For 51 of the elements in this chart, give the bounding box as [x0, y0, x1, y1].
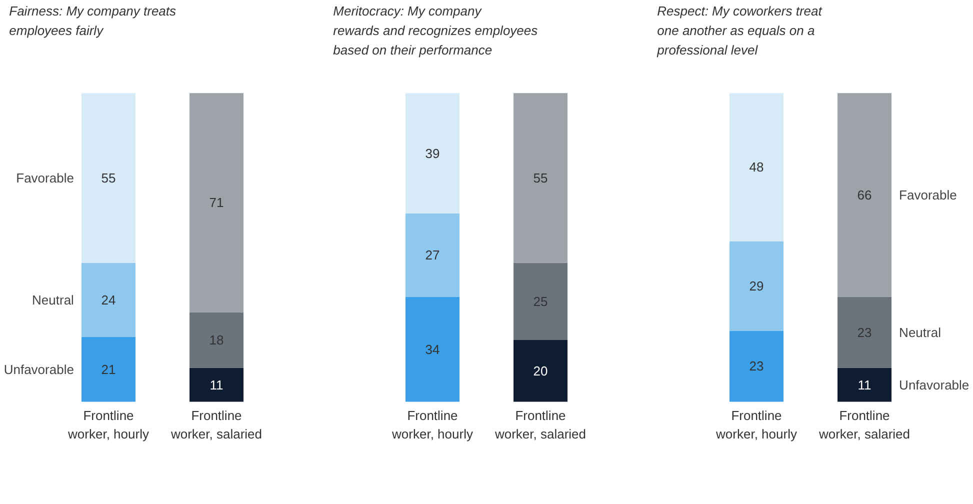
bar: [730, 93, 784, 242]
bar: [838, 93, 892, 297]
chart-title: Respect: My coworkers treat one another as equals on a professional level: [656, 4, 824, 58]
bar: [82, 336, 136, 402]
bar: [190, 93, 244, 312]
data-label: 66: [857, 187, 872, 202]
x-tick-label: Frontline worker, salaried: [494, 408, 586, 442]
data-label: 55: [101, 170, 116, 186]
x-tick-label: Frontline worker, hourly: [67, 408, 150, 442]
x-tick-label: Frontline worker, hourly: [391, 408, 474, 442]
data-label: 34: [425, 342, 440, 357]
data-label: 23: [749, 358, 764, 374]
bar: [730, 330, 784, 402]
data-label: 48: [749, 160, 764, 175]
chart-title: Fairness: My company treats employees fairly: [9, 4, 177, 38]
bar: [514, 262, 568, 340]
bar: [838, 296, 892, 368]
data-label: 71: [209, 195, 224, 210]
series-label: Neutral: [32, 292, 74, 308]
series-label: Neutral: [899, 324, 942, 340]
data-label: 25: [533, 294, 548, 309]
bar: [514, 340, 568, 402]
data-label: 29: [749, 278, 764, 294]
bar: [82, 262, 136, 337]
x-tick-label: Frontline worker, hourly: [715, 408, 798, 442]
series-label: Favorable: [16, 170, 74, 186]
bar: [190, 368, 244, 402]
data-label: 11: [210, 377, 224, 392]
series-label: Unfavorable: [899, 377, 970, 392]
bar: [190, 312, 244, 368]
series-label: Unfavorable: [4, 362, 74, 377]
data-label: 20: [533, 363, 548, 378]
chart-title: Meritocracy: My company rewards and recognizes employees based on their performance: [333, 4, 538, 58]
bar: [82, 93, 136, 263]
data-label: 27: [425, 248, 440, 263]
data-label: 39: [425, 146, 440, 161]
data-label: 23: [857, 324, 872, 340]
data-label: 18: [209, 332, 224, 348]
data-label: 24: [101, 292, 116, 308]
bar: [838, 368, 892, 402]
bar: [406, 93, 460, 214]
bar: [730, 241, 784, 331]
bar: [406, 213, 460, 297]
series-label: Favorable: [899, 187, 957, 202]
x-tick-label: Frontline worker, salaried: [170, 408, 262, 442]
bar: [514, 93, 568, 263]
data-label: 21: [101, 362, 116, 377]
data-label: 55: [533, 170, 548, 186]
x-tick-label: Frontline worker, salaried: [818, 408, 910, 442]
bar: [406, 296, 460, 402]
data-label: 11: [858, 377, 872, 392]
